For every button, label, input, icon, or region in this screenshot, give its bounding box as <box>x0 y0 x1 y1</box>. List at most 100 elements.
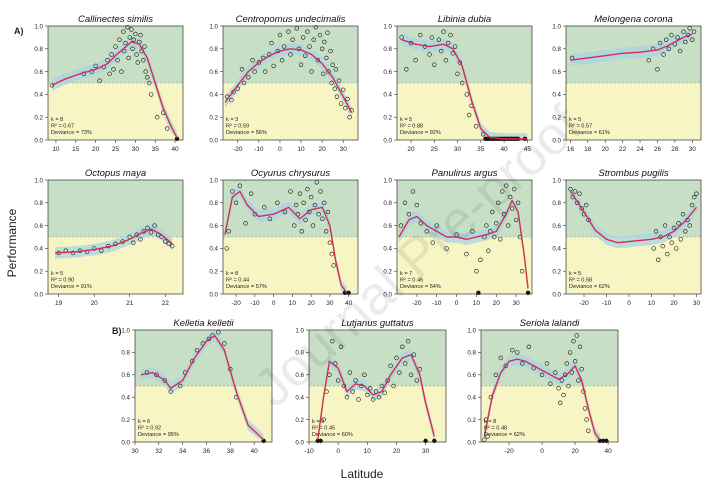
x-tick-label: 32 <box>155 448 163 455</box>
data-point <box>142 44 147 49</box>
data-point <box>553 370 558 375</box>
stats-label: R² = 0.57 <box>569 123 592 129</box>
panel-title: Melongena corona <box>594 14 673 25</box>
confidence-band <box>401 33 528 141</box>
y-tick-label: 1.0 <box>383 23 392 30</box>
data-point <box>687 223 692 228</box>
y-tick-label: 0.0 <box>383 291 392 298</box>
x-tick-label: -10 <box>250 300 260 307</box>
x-tick-label: 20 <box>91 300 99 307</box>
y-tick-label: 0.2 <box>295 417 304 424</box>
y-tick-label: 0.0 <box>34 137 43 144</box>
region-below <box>566 83 701 140</box>
data-point <box>313 24 319 30</box>
data-point <box>503 363 508 369</box>
data-point <box>345 96 350 102</box>
region-below <box>135 386 272 442</box>
stats-label: k = 5 <box>569 117 581 123</box>
y-tick-label: 0.8 <box>552 46 561 53</box>
data-point <box>113 44 118 49</box>
x-tick-label: 0 <box>336 448 340 455</box>
data-point <box>148 230 154 235</box>
data-point <box>493 372 499 377</box>
y-tick-label: 0.2 <box>209 269 218 276</box>
data-point <box>293 202 299 208</box>
stats-label: Deviance = 95% <box>138 432 179 438</box>
y-tick-label: 0.2 <box>552 269 561 276</box>
stats-label: k = 5 <box>569 271 581 277</box>
data-point <box>675 35 680 40</box>
data-point <box>436 37 442 42</box>
y-tick-label: 1.0 <box>121 327 130 334</box>
x-tick-label: 22 <box>619 146 627 153</box>
x-tick-label: 40 <box>345 300 353 307</box>
panel-title: Lutjanus guttatus <box>341 318 414 329</box>
stats-label: k = 8 <box>312 419 324 425</box>
data-point <box>579 367 584 372</box>
stats-label: R² = 0.44 <box>226 277 249 283</box>
data-point <box>370 397 376 402</box>
data-point <box>656 257 661 262</box>
data-point <box>515 200 521 206</box>
x-tick-label: 20 <box>602 146 610 153</box>
data-point <box>470 229 475 234</box>
data-point <box>350 389 355 394</box>
confidence-band <box>140 330 264 442</box>
data-point <box>446 40 451 46</box>
x-tick-label: 24 <box>636 146 644 153</box>
data-point <box>162 378 167 383</box>
data-point <box>671 225 677 231</box>
data-point <box>362 372 367 377</box>
data-point <box>70 250 76 256</box>
data-point <box>584 202 589 208</box>
data-point <box>314 180 319 185</box>
data-point <box>298 62 304 67</box>
panel-title: Centropomus undecimalis <box>236 14 346 25</box>
panel-title: Octopus maya <box>85 168 146 179</box>
x-tick-label: 36 <box>203 448 211 455</box>
data-point <box>661 52 666 57</box>
data-point <box>224 246 229 251</box>
stats-label: Deviance = 92% <box>400 130 441 136</box>
data-point <box>318 189 323 194</box>
data-point <box>400 344 405 349</box>
y-tick-label: 0.8 <box>34 200 43 207</box>
data-point <box>692 194 697 200</box>
data-point <box>394 355 399 361</box>
panel-2: 0.0 0.2 0.4 0.6 0.8 1.0 -20 -10 0 10 20 30 Centropom… <box>209 14 359 153</box>
stats-label: R² = 0.45 <box>312 425 335 431</box>
data-point <box>131 240 136 245</box>
y-tick-label: 0.4 <box>467 395 476 402</box>
panel-title: Callinectes similis <box>78 14 153 25</box>
data-point <box>97 78 102 83</box>
data-point <box>556 386 561 391</box>
y-tick-label: 0.0 <box>209 137 218 144</box>
x-tick-label: 38 <box>227 448 235 455</box>
stats-label: Deviance = 73% <box>51 130 92 136</box>
fit-line <box>570 33 693 61</box>
data-point <box>432 62 437 67</box>
fit-line <box>224 48 353 113</box>
y-tick-label: 0.8 <box>295 350 304 357</box>
data-point <box>561 392 566 398</box>
panel-9: 0.0 0.2 0.4 0.6 0.8 1.0 30 32 34 36 38 40 Kelletia k… <box>121 318 273 455</box>
y-tick-label: 0.8 <box>209 46 218 53</box>
x-tick-label: 20 <box>393 448 401 455</box>
data-point <box>320 71 326 77</box>
plot-frame <box>134 329 273 443</box>
confidence-band <box>484 353 600 442</box>
y-tick-label: 1.0 <box>295 327 304 334</box>
data-point <box>667 234 672 240</box>
data-point <box>147 80 152 86</box>
stats-label: R² = 0.59 <box>226 123 249 129</box>
confidence-band <box>317 349 435 442</box>
data-point <box>143 69 148 74</box>
x-axis-label: Latitude <box>341 467 384 481</box>
stats-label: R² = 0.58 <box>569 277 592 283</box>
x-tick-label: 0 <box>278 146 282 153</box>
data-point <box>230 189 235 194</box>
region-above <box>397 180 532 237</box>
data-point <box>246 75 251 80</box>
data-point <box>288 189 293 194</box>
data-point <box>305 186 310 192</box>
